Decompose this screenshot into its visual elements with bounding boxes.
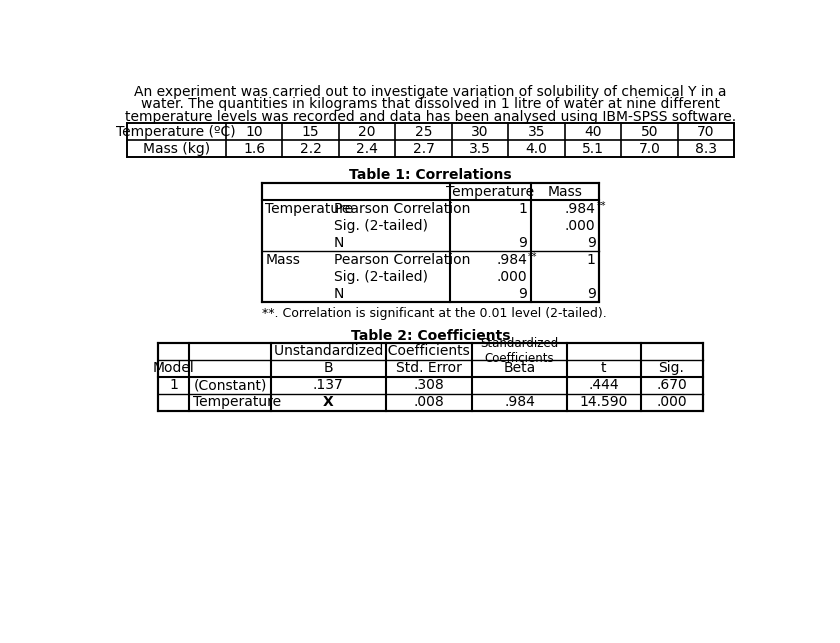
Bar [127, 123, 734, 158]
Text: 9: 9 [518, 236, 528, 249]
Text: t: t [601, 361, 606, 376]
Text: Standardized
Coefficients: Standardized Coefficients [480, 338, 559, 365]
Text: .000: .000 [656, 395, 687, 409]
Text: .444: .444 [588, 378, 619, 392]
Text: Sig. (2-tailed): Sig. (2-tailed) [333, 219, 428, 233]
Text: 20: 20 [359, 125, 375, 139]
Text: **: ** [596, 201, 606, 211]
Text: N: N [333, 287, 344, 300]
Text: **. Correlation is significant at the 0.01 level (2-tailed).: **. Correlation is significant at the 0.… [261, 307, 606, 320]
Text: .984: .984 [504, 395, 535, 409]
Text: X: X [323, 395, 333, 409]
Text: Sig.: Sig. [659, 361, 685, 376]
Text: 1: 1 [518, 202, 528, 216]
Text: 3.5: 3.5 [470, 141, 491, 156]
Bar [261, 183, 600, 302]
Text: 25: 25 [415, 125, 433, 139]
Text: 8.3: 8.3 [695, 141, 717, 156]
Text: An experiment was carried out to investigate variation of solubility of chemical: An experiment was carried out to investi… [134, 85, 727, 99]
Text: Temperature: Temperature [265, 202, 354, 216]
Text: Temperature: Temperature [193, 395, 281, 409]
Text: 35: 35 [528, 125, 545, 139]
Text: 9: 9 [586, 287, 596, 300]
Text: Mass: Mass [548, 185, 583, 199]
Text: 1.6: 1.6 [243, 141, 265, 156]
Text: 2.2: 2.2 [300, 141, 322, 156]
Text: 70: 70 [697, 125, 715, 139]
Text: Mass (kg): Mass (kg) [143, 141, 210, 156]
Text: 9: 9 [586, 236, 596, 249]
Text: 10: 10 [245, 125, 263, 139]
Text: Table 1: Correlations: Table 1: Correlations [349, 168, 512, 182]
Text: 40: 40 [585, 125, 601, 139]
Text: Beta: Beta [503, 361, 536, 376]
Text: .000: .000 [565, 219, 596, 233]
Text: .984: .984 [496, 253, 528, 267]
Text: water. The quantities in kilograms that dissolved in 1 litre of water at nine di: water. The quantities in kilograms that … [141, 97, 720, 111]
Text: 1: 1 [586, 253, 596, 267]
Text: Mass: Mass [265, 253, 301, 267]
Text: .308: .308 [413, 378, 444, 392]
Text: .984: .984 [564, 202, 596, 216]
Text: 9: 9 [518, 287, 528, 300]
Text: 5.1: 5.1 [582, 141, 604, 156]
Text: (Constant): (Constant) [193, 378, 267, 392]
Text: Temperature (ºC): Temperature (ºC) [117, 125, 236, 139]
Text: temperature levels was recorded and data has been analysed using IBM-SPSS softwa: temperature levels was recorded and data… [125, 109, 736, 123]
Text: 2.4: 2.4 [356, 141, 378, 156]
Text: .008: .008 [413, 395, 444, 409]
Text: Table 2: Coefficients: Table 2: Coefficients [351, 329, 510, 343]
Text: 4.0: 4.0 [526, 141, 548, 156]
Text: Model: Model [153, 361, 195, 376]
Text: N: N [333, 236, 344, 249]
Text: .670: .670 [656, 378, 687, 392]
Text: .137: .137 [312, 378, 344, 392]
Text: 14.590: 14.590 [580, 395, 628, 409]
Text: Std. Error: Std. Error [396, 361, 462, 376]
Text: Pearson Correlation: Pearson Correlation [333, 253, 470, 267]
Text: .000: .000 [496, 269, 528, 284]
Text: B: B [323, 361, 333, 376]
Text: 50: 50 [641, 125, 659, 139]
Text: Pearson Correlation: Pearson Correlation [333, 202, 470, 216]
Text: 30: 30 [471, 125, 489, 139]
Text: Unstandardized Coefficients: Unstandardized Coefficients [274, 344, 470, 358]
Text: 15: 15 [302, 125, 319, 139]
Text: Sig. (2-tailed): Sig. (2-tailed) [333, 269, 428, 284]
Text: 2.7: 2.7 [412, 141, 434, 156]
Text: Temperature: Temperature [447, 185, 534, 199]
Text: 1: 1 [170, 378, 178, 392]
Text: 7.0: 7.0 [638, 141, 660, 156]
Bar [159, 343, 702, 411]
Text: **: ** [528, 251, 538, 262]
